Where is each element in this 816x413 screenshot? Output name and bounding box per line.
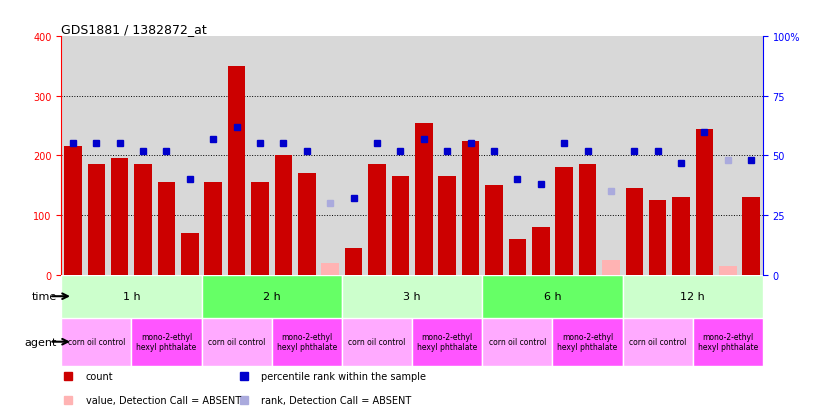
Bar — [202, 275, 342, 318]
Bar — [342, 318, 412, 366]
Bar — [251, 183, 268, 275]
Bar — [157, 183, 175, 275]
Text: count: count — [86, 371, 113, 382]
Text: 2 h: 2 h — [263, 292, 281, 301]
Bar — [602, 260, 619, 275]
Text: mono-2-ethyl
hexyl phthalate: mono-2-ethyl hexyl phthalate — [417, 332, 477, 351]
Text: GDS1881 / 1382872_at: GDS1881 / 1382872_at — [61, 23, 207, 36]
Bar — [298, 174, 316, 275]
Bar — [532, 227, 549, 275]
Text: corn oil control: corn oil control — [68, 337, 125, 347]
Bar — [202, 318, 272, 366]
Bar — [181, 233, 198, 275]
Text: rank, Detection Call = ABSENT: rank, Detection Call = ABSENT — [261, 395, 411, 405]
Bar — [672, 198, 690, 275]
Bar — [61, 318, 131, 366]
Text: agent: agent — [24, 337, 57, 347]
Text: corn oil control: corn oil control — [348, 337, 406, 347]
Bar — [345, 248, 362, 275]
Bar — [482, 318, 552, 366]
Text: mono-2-ethyl
hexyl phthalate: mono-2-ethyl hexyl phthalate — [557, 332, 618, 351]
Bar — [205, 183, 222, 275]
Bar — [412, 318, 482, 366]
Bar — [623, 318, 693, 366]
Bar — [322, 263, 339, 275]
Bar — [342, 275, 482, 318]
Text: mono-2-ethyl
hexyl phthalate: mono-2-ethyl hexyl phthalate — [698, 332, 758, 351]
Bar — [626, 189, 643, 275]
Bar — [275, 156, 292, 275]
Bar — [482, 275, 623, 318]
Text: mono-2-ethyl
hexyl phthalate: mono-2-ethyl hexyl phthalate — [136, 332, 197, 351]
Bar — [61, 275, 202, 318]
Text: time: time — [32, 292, 57, 301]
Bar — [579, 165, 596, 275]
Bar — [649, 201, 667, 275]
Text: corn oil control: corn oil control — [489, 337, 546, 347]
Bar — [743, 198, 760, 275]
Bar — [392, 177, 409, 275]
Text: 6 h: 6 h — [543, 292, 561, 301]
Text: mono-2-ethyl
hexyl phthalate: mono-2-ethyl hexyl phthalate — [277, 332, 337, 351]
Bar — [719, 266, 737, 275]
Bar — [696, 129, 713, 275]
Bar — [556, 168, 573, 275]
Bar — [64, 147, 82, 275]
Bar — [552, 318, 623, 366]
Bar — [623, 275, 763, 318]
Bar — [415, 123, 432, 275]
Text: corn oil control: corn oil control — [629, 337, 686, 347]
Bar — [228, 67, 246, 275]
Text: percentile rank within the sample: percentile rank within the sample — [261, 371, 426, 382]
Bar — [693, 318, 763, 366]
Bar — [87, 165, 105, 275]
Bar — [131, 318, 202, 366]
Bar — [508, 239, 526, 275]
Bar — [368, 165, 386, 275]
Bar — [462, 141, 479, 275]
Bar — [438, 177, 456, 275]
Bar — [111, 159, 128, 275]
Text: 1 h: 1 h — [122, 292, 140, 301]
Text: 3 h: 3 h — [403, 292, 421, 301]
Text: value, Detection Call = ABSENT: value, Detection Call = ABSENT — [86, 395, 241, 405]
Bar — [272, 318, 342, 366]
Bar — [486, 186, 503, 275]
Text: corn oil control: corn oil control — [208, 337, 265, 347]
Text: 12 h: 12 h — [681, 292, 705, 301]
Bar — [135, 165, 152, 275]
